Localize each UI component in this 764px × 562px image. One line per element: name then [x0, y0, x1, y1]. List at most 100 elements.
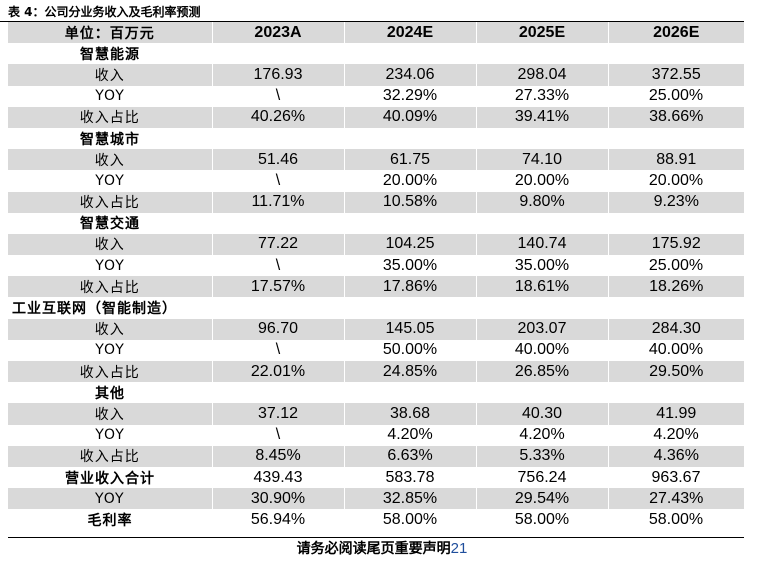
value-cell: 88.91 — [607, 149, 744, 171]
row-label-cell: YOY — [95, 172, 125, 189]
value-cell: 27.43% — [607, 488, 744, 510]
value-cell: 51.46 — [211, 149, 344, 171]
table-row: 收入占比 22.01% 24.85% 26.85% 29.50% — [8, 361, 744, 383]
row-label-cell: YOY — [95, 427, 125, 444]
value-cell — [608, 43, 744, 64]
table-row: 收入 96.70 145.05 203.07 284.30 — [8, 318, 744, 340]
row-label-cell: 收入 — [8, 403, 212, 425]
value-cell: 61.75 — [343, 149, 476, 171]
section-row: 工业互联网（智能制造） — [8, 297, 744, 318]
row-label-cell: 收入占比 — [8, 361, 212, 383]
table-row: 收入占比 8.45% 6.63% 5.33% 4.36% — [8, 445, 744, 467]
table-row: YOY \ 4.20% 4.20% 4.20% — [8, 425, 744, 446]
value-cell: 18.26% — [607, 276, 744, 298]
value-cell — [608, 297, 744, 318]
value-cell: 4.20% — [519, 426, 565, 444]
table-row: 收入 77.22 104.25 140.74 175.92 — [8, 233, 744, 256]
value-cell: 9.80% — [475, 191, 608, 213]
row-label-cell: 智慧城市 — [80, 131, 140, 148]
row-label-cell: 收入 — [8, 64, 212, 86]
section-row: 智慧交通 — [8, 213, 744, 234]
value-cell: 50.00% — [382, 341, 438, 359]
value-cell: 41.99 — [607, 403, 744, 425]
value-cell: 24.85% — [343, 361, 476, 383]
value-cell: 372.55 — [607, 64, 744, 86]
table-row: YOY \ 35.00% 35.00% 25.00% — [8, 255, 744, 276]
forecast-table: 单位：百万元 2023A 2024E 2025E 2026E 智慧能源 收入 176.93 23… — [8, 22, 744, 531]
bottom-rule — [8, 537, 744, 538]
value-cell — [608, 128, 744, 149]
value-cell: 234.06 — [343, 64, 476, 86]
value-cell: \ — [275, 256, 281, 274]
value-cell — [212, 382, 344, 403]
value-cell — [476, 297, 608, 318]
page-number: 21 — [450, 540, 468, 557]
value-cell: 963.67 — [651, 468, 701, 486]
total-row: 营业收入合计 439.43 583.78 756.24 963.67 — [8, 467, 744, 488]
top-rule — [0, 21, 744, 22]
value-cell: 26.85% — [475, 361, 608, 383]
row-label-cell: 收入占比 — [8, 191, 212, 213]
value-cell: 17.86% — [343, 276, 476, 298]
value-cell — [212, 43, 344, 64]
value-cell — [212, 297, 344, 318]
value-cell — [212, 128, 344, 149]
table-row: 收入占比 11.71% 10.58% 9.80% 9.23% — [8, 191, 744, 213]
value-cell: 20.00% — [648, 171, 704, 189]
table-row: YOY 30.90% 32.85% 29.54% 27.43% — [8, 488, 744, 510]
row-label-cell: 其他 — [95, 385, 125, 402]
value-cell: 439.43 — [253, 468, 303, 486]
value-cell: 77.22 — [211, 233, 344, 256]
table-row: 收入 37.12 38.68 40.30 41.99 — [8, 403, 744, 425]
value-cell — [344, 382, 476, 403]
section-row: 智慧城市 — [8, 128, 744, 149]
value-cell: 40.09% — [343, 106, 476, 128]
value-cell: \ — [275, 171, 281, 189]
value-cell: \ — [275, 87, 281, 105]
value-cell: 22.01% — [211, 361, 344, 383]
row-label-cell: 收入占比 — [8, 106, 212, 128]
row-label-cell: 营业收入合计 — [65, 470, 155, 487]
value-cell: 5.33% — [475, 445, 608, 467]
value-cell: 30.90% — [211, 488, 344, 510]
value-cell — [476, 382, 608, 403]
value-cell: 8.45% — [211, 445, 344, 467]
table-row: YOY \ 50.00% 40.00% 40.00% — [8, 340, 744, 361]
page-footer: 请务必阅读尾页重要声明21 — [0, 540, 764, 558]
value-cell: 40.00% — [514, 341, 570, 359]
header-year-cell: 2023A — [211, 22, 344, 44]
value-cell: 58.00% — [382, 510, 438, 528]
value-cell: 96.70 — [211, 318, 344, 340]
value-cell: 583.78 — [385, 468, 435, 486]
value-cell: 284.30 — [607, 318, 744, 340]
value-cell — [212, 213, 344, 234]
value-cell: 25.00% — [648, 256, 704, 274]
table-row: 收入占比 17.57% 17.86% 18.61% 18.26% — [8, 276, 744, 298]
value-cell: 37.12 — [211, 403, 344, 425]
row-label-cell: 工业互联网（智能制造） — [12, 301, 177, 318]
value-cell: 35.00% — [382, 256, 438, 274]
table-row: 收入占比 40.26% 40.09% 39.41% 38.66% — [8, 106, 744, 128]
row-label-cell: 智慧能源 — [80, 46, 140, 63]
value-cell: 40.30 — [475, 403, 608, 425]
row-label-cell: YOY — [8, 488, 212, 510]
section-row: 其他 — [8, 382, 744, 403]
value-cell: 756.24 — [517, 468, 567, 486]
value-cell: 58.00% — [514, 510, 570, 528]
row-label-cell: 收入占比 — [8, 445, 212, 467]
value-cell — [344, 43, 476, 64]
value-cell: 29.54% — [475, 488, 608, 510]
value-cell: 58.00% — [648, 510, 704, 528]
value-cell: 176.93 — [211, 64, 344, 86]
value-cell — [476, 128, 608, 149]
table-row: YOY \ 20.00% 20.00% 20.00% — [8, 170, 744, 191]
value-cell: 38.66% — [607, 106, 744, 128]
total-row: 毛利率 56.94% 58.00% 58.00% 58.00% — [8, 509, 744, 530]
table-header-row: 单位：百万元 2023A 2024E 2025E 2026E — [8, 22, 744, 44]
value-cell: 20.00% — [514, 171, 570, 189]
table-caption: 表 4：公司分业务收入及毛利率预测 — [8, 5, 201, 19]
value-cell: 27.33% — [514, 87, 570, 105]
value-cell: 4.36% — [607, 445, 744, 467]
value-cell: 104.25 — [343, 233, 476, 256]
value-cell: 203.07 — [475, 318, 608, 340]
